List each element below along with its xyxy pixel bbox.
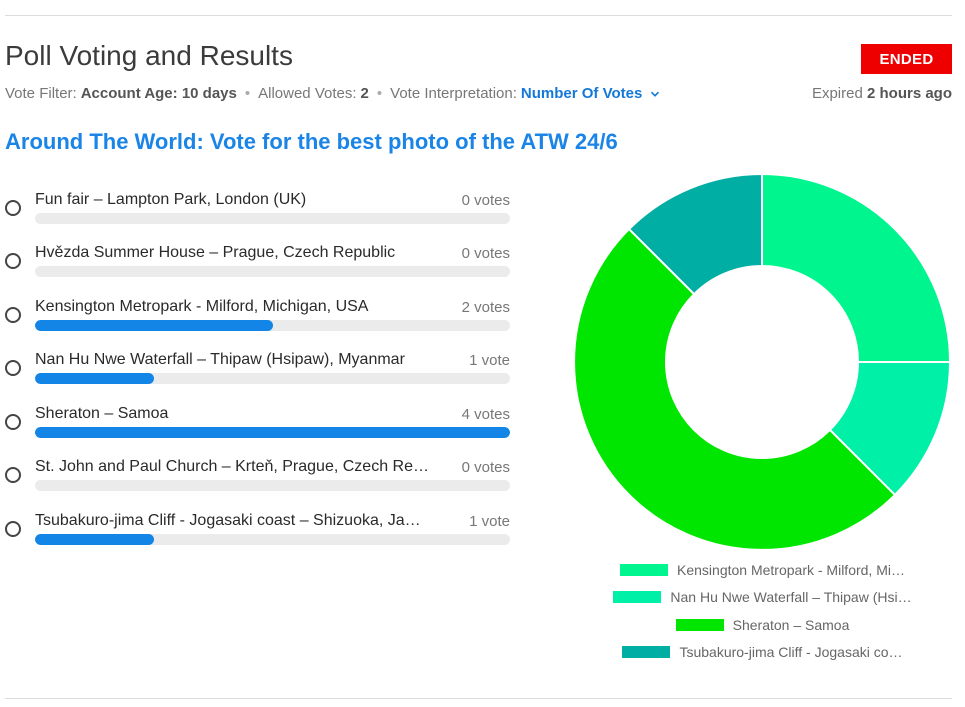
expired-label: Expired (811, 85, 863, 102)
legend-swatch (613, 591, 662, 603)
poll-title: Around The World: Vote for the best phot… (5, 129, 618, 154)
separator-dot: • (376, 85, 383, 102)
legend-item[interactable]: Tsubakuro-jima Cliff - Jogasaki co… (560, 642, 965, 662)
poll-option[interactable]: Nan Hu Nwe Waterfall – Thipaw (Hsipaw), … (5, 350, 510, 394)
vote-filter-value: Account Age: 10 days (80, 85, 237, 102)
separator-dot: • (244, 85, 251, 102)
option-label: Tsubakuro-jima Cliff - Jogasaki coast – … (35, 512, 421, 529)
radio-button[interactable] (5, 521, 21, 537)
donut-slice[interactable] (627, 173, 763, 296)
radio-button[interactable] (5, 467, 21, 483)
legend-label: Kensington Metropark - Milford, Mi… (677, 562, 905, 578)
page-title: Poll Voting and Results (5, 40, 293, 71)
results-donut-chart (573, 173, 951, 551)
vote-bar-track (35, 213, 510, 224)
vote-bar-track (35, 480, 510, 491)
legend-swatch (620, 564, 669, 576)
expiry-info: Expired 2 hours ago (812, 85, 952, 102)
vote-bar-fill (35, 373, 154, 384)
legend-label: Sheraton – Samoa (732, 617, 850, 633)
chevron-down-icon (651, 91, 660, 97)
vote-filter-label: Vote Filter: (5, 85, 77, 102)
option-label: Nan Hu Nwe Waterfall – Thipaw (Hsipaw), … (35, 351, 405, 368)
radio-button[interactable] (5, 200, 21, 216)
top-divider (5, 15, 952, 16)
vote-bar-track (35, 534, 510, 545)
radio-button[interactable] (5, 253, 21, 269)
radio-button[interactable] (5, 414, 21, 430)
status-badge: ENDED (861, 44, 952, 74)
poll-option[interactable]: Tsubakuro-jima Cliff - Jogasaki coast – … (5, 511, 510, 555)
poll-meta: Vote Filter: Account Age: 10 days • Allo… (5, 85, 660, 102)
option-vote-count: 2 votes (461, 299, 510, 316)
poll-option[interactable]: Fun fair – Lampton Park, London (UK) 0 v… (5, 190, 510, 234)
legend-label: Tsubakuro-jima Cliff - Jogasaki co… (679, 644, 903, 660)
vote-interpretation-value: Number Of Votes (520, 85, 643, 102)
donut-slice[interactable] (761, 173, 951, 363)
radio-button[interactable] (5, 360, 21, 376)
poll-option[interactable]: Hvězda Summer House – Prague, Czech Repu… (5, 243, 510, 287)
poll-option[interactable]: Kensington Metropark - Milford, Michigan… (5, 297, 510, 341)
expired-value: 2 hours ago (866, 85, 952, 102)
option-vote-count: 0 votes (461, 192, 510, 209)
vote-bar-fill (35, 427, 510, 438)
legend-item[interactable]: Sheraton – Samoa (560, 615, 965, 635)
allowed-votes-label: Allowed Votes: (258, 85, 357, 102)
option-label: St. John and Paul Church – Krteň, Prague… (35, 458, 429, 475)
legend-item[interactable]: Kensington Metropark - Milford, Mi… (560, 560, 965, 580)
legend-swatch (675, 619, 724, 631)
vote-bar-track (35, 373, 510, 384)
poll-option[interactable]: Sheraton – Samoa 4 votes (5, 404, 510, 448)
option-vote-count: 1 vote (469, 352, 510, 369)
vote-bar-track (35, 266, 510, 277)
allowed-votes-value: 2 (360, 85, 369, 102)
legend-swatch (622, 646, 671, 658)
vote-bar-track (35, 320, 510, 331)
vote-bar-fill (35, 534, 154, 545)
donut-slice[interactable] (573, 227, 897, 551)
option-vote-count: 0 votes (461, 245, 510, 262)
option-vote-count: 0 votes (461, 459, 510, 476)
vote-interpretation-label: Vote Interpretation: (390, 85, 517, 102)
option-label: Fun fair – Lampton Park, London (UK) (35, 191, 307, 208)
option-label: Sheraton – Samoa (35, 405, 169, 422)
option-vote-count: 4 votes (461, 406, 510, 423)
legend-label: Nan Hu Nwe Waterfall – Thipaw (Hsi… (670, 589, 912, 605)
vote-interpretation-dropdown[interactable]: Number Of Votes (521, 85, 660, 102)
vote-bar-fill (35, 320, 273, 331)
poll-option[interactable]: St. John and Paul Church – Krteň, Prague… (5, 457, 510, 501)
radio-button[interactable] (5, 307, 21, 323)
option-label: Kensington Metropark - Milford, Michigan… (35, 298, 369, 315)
legend-item[interactable]: Nan Hu Nwe Waterfall – Thipaw (Hsi… (560, 587, 965, 607)
option-label: Hvězda Summer House – Prague, Czech Repu… (35, 244, 396, 261)
option-vote-count: 1 vote (469, 513, 510, 530)
bottom-divider (5, 698, 952, 699)
vote-bar-track (35, 427, 510, 438)
